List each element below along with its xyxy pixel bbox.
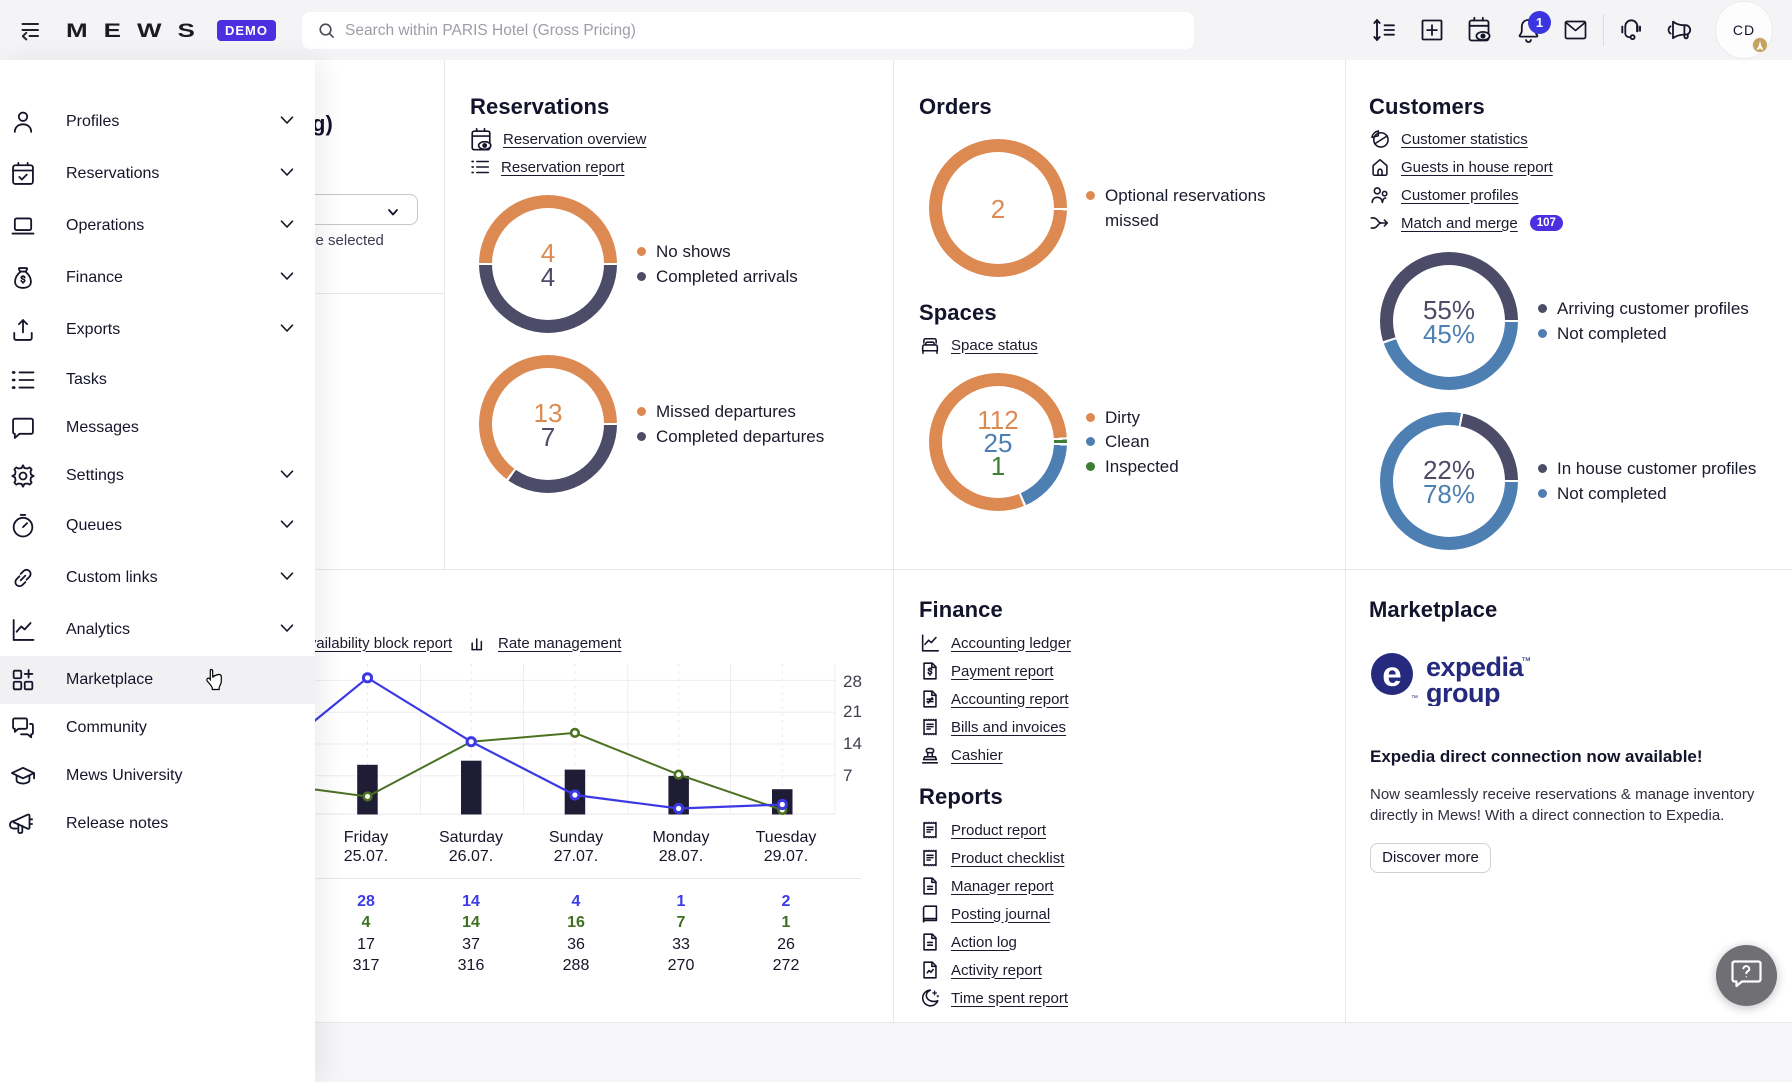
svg-text:group: group (1426, 678, 1500, 706)
svg-text:™: ™ (1521, 656, 1531, 667)
svg-text:™: ™ (1411, 695, 1418, 702)
svg-text:expedia: expedia (1426, 652, 1525, 682)
svg-text:e: e (1382, 655, 1401, 694)
